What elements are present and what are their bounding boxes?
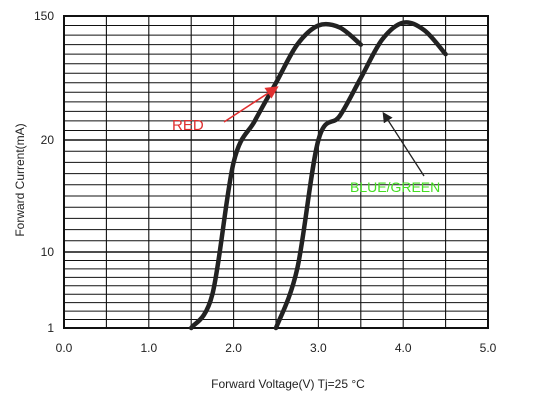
y-tick-label: 10 bbox=[41, 245, 55, 259]
series-line-blue-green bbox=[273, 20, 448, 331]
x-tick-label: 0.0 bbox=[56, 341, 73, 355]
x-tick-label: 5.0 bbox=[480, 341, 497, 355]
y-tick-label: 150 bbox=[34, 9, 54, 23]
tick-labels: 0.0 1.0 2.0 3.0 4.0 5.0 1 10 20 150 bbox=[34, 9, 497, 355]
annotation-blue-green-label: BLUE/GREEN bbox=[350, 179, 440, 195]
annotations: RED BLUE/GREEN bbox=[172, 86, 440, 195]
y-tick-label: 1 bbox=[47, 321, 54, 335]
x-axis-label: Forward Voltage(V) Tj=25 °C bbox=[211, 377, 365, 391]
x-tick-label: 2.0 bbox=[225, 341, 242, 355]
y-axis-label: Forward Current(mA) bbox=[13, 123, 27, 236]
x-tick-label: 3.0 bbox=[310, 341, 327, 355]
y-tick-label: 20 bbox=[41, 133, 55, 147]
annotation-blue-green-arrow bbox=[382, 111, 425, 177]
grid bbox=[63, 15, 489, 329]
annotation-red-arrow bbox=[223, 86, 279, 123]
x-tick-label: 1.0 bbox=[140, 341, 157, 355]
annotation-red-label: RED bbox=[172, 117, 204, 134]
x-tick-label: 4.0 bbox=[395, 341, 412, 355]
